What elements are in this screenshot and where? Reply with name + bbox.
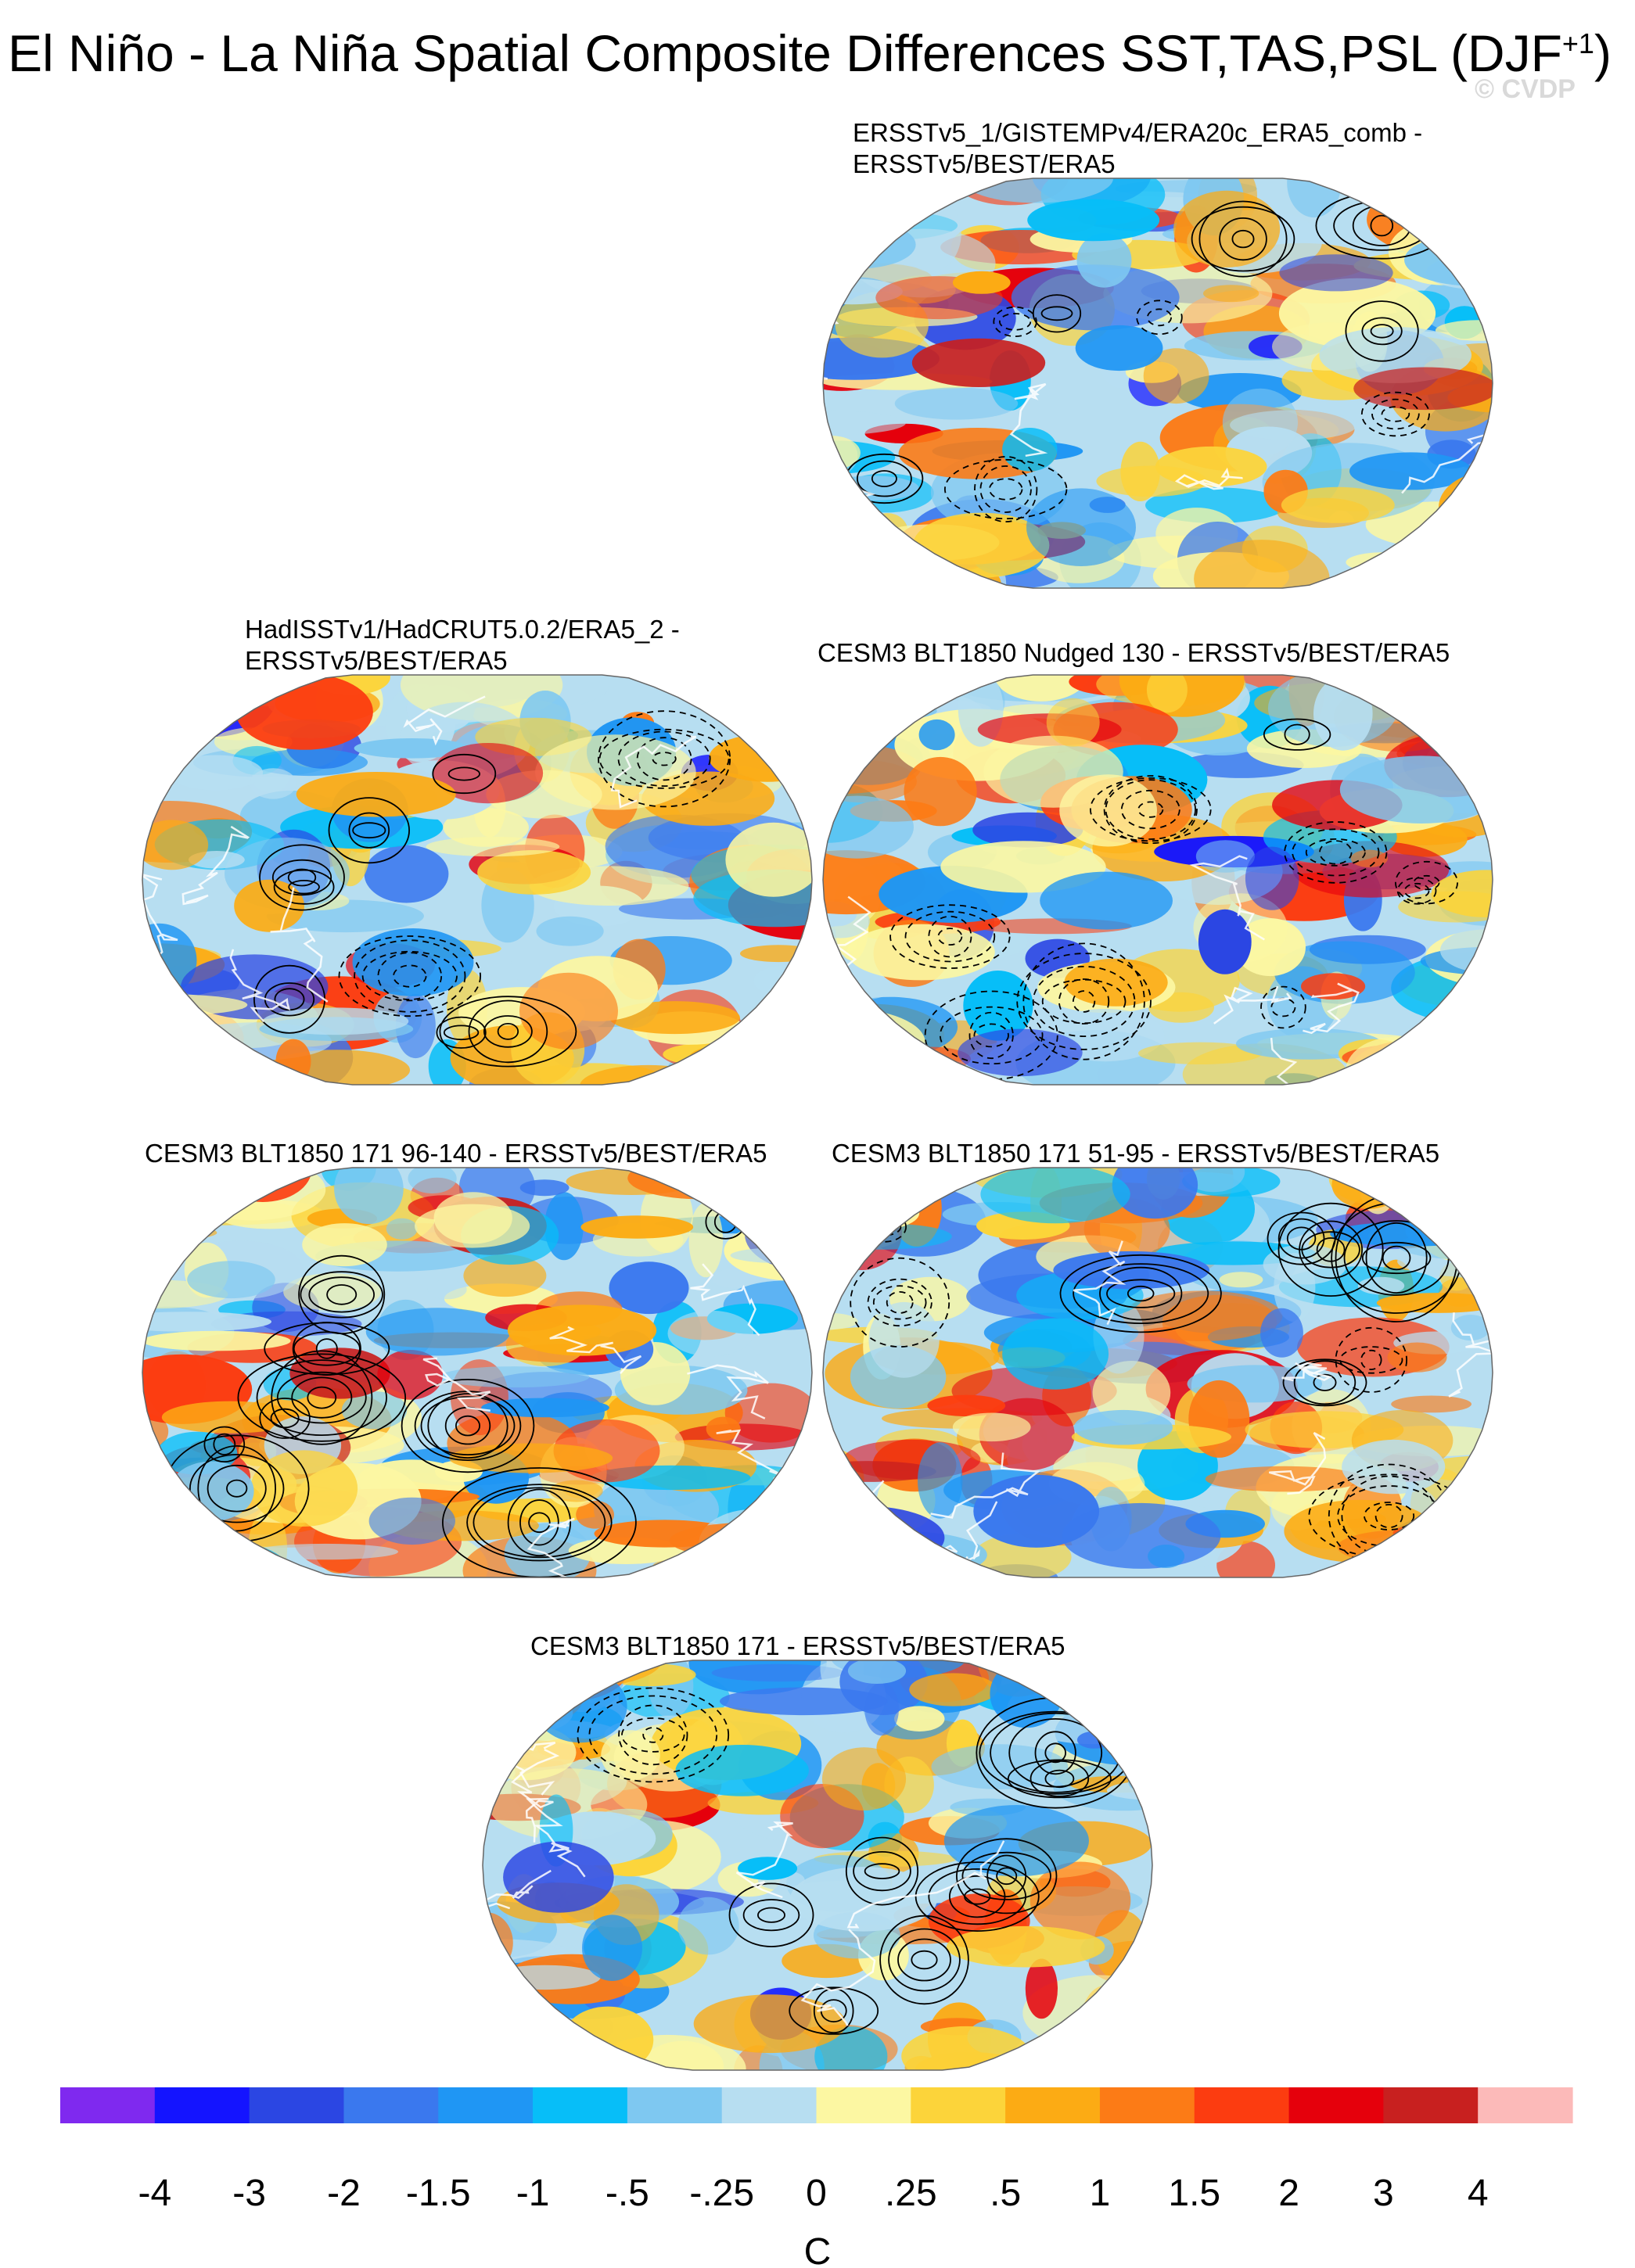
colorbar-tick-label: 2 (1278, 2173, 1299, 2214)
colorbar-tick-label: -1.5 (406, 2173, 471, 2214)
colorbar-box-13 (1288, 2087, 1384, 2123)
colorbar-box-10 (1005, 2087, 1101, 2123)
colorbar-tick-label: -.25 (689, 2173, 754, 2214)
map-panel-6 (482, 1660, 1153, 2071)
colorbar-box-2 (249, 2087, 345, 2123)
colorbar-box-8 (816, 2087, 911, 2123)
colorbar-box-1 (154, 2087, 250, 2123)
colorbar-tick-label: .25 (885, 2173, 937, 2214)
map-panel-1 (822, 178, 1493, 589)
colorbar-tick-label: 1 (1090, 2173, 1111, 2214)
colorbar-tick-label: -4 (138, 2173, 171, 2214)
colorbar-box-9 (911, 2087, 1006, 2123)
map-panel-3 (822, 674, 1493, 1086)
panel-title-5: CESM3 BLT1850 171 51-95 - ERSSTv5/BEST/E… (832, 1139, 1440, 1168)
colorbar-box-3 (343, 2087, 439, 2123)
colorbar-tick-label: 0 (806, 2173, 827, 2214)
map-panel-2 (142, 674, 813, 1086)
panel-title-3: CESM3 BLT1850 Nudged 130 - ERSSTv5/BEST/… (818, 638, 1450, 667)
colorbar-box-11 (1099, 2087, 1195, 2123)
map-panel-4 (142, 1167, 813, 1578)
colorbar-tick-label: -.5 (605, 2173, 649, 2214)
colorbar-tick-label: -1 (516, 2173, 550, 2214)
colorbar-tick-label: -3 (232, 2173, 266, 2214)
colorbar-box-7 (721, 2087, 818, 2123)
panel-title-2: HadISSTv1/HadCRUT5.0.2/ERA5_2 - ERSSTv5/B… (245, 615, 680, 675)
colorbar-box-5 (533, 2087, 628, 2123)
colorbar-unit: C (804, 2231, 832, 2268)
panel-title-4: CESM3 BLT1850 171 96-140 - ERSSTv5/BEST/… (145, 1139, 767, 1168)
colorbar-box-0 (60, 2087, 156, 2123)
panel-title-1: ERSSTv5_1/GISTEMPv4/ERA20c_ERA5_comb - ER… (853, 118, 1423, 178)
watermark: © CVDP (1475, 74, 1576, 104)
colorbar-box-15 (1478, 2087, 1573, 2123)
colorbar-box-14 (1383, 2087, 1479, 2123)
page-title: El Niño - La Niña Spatial Composite Diff… (8, 24, 1612, 82)
colorbar-box-6 (627, 2087, 723, 2123)
colorbar-tick-label: .5 (990, 2173, 1021, 2214)
colorbar-tick-label: -2 (327, 2173, 361, 2214)
colorbar-tick-label: 1.5 (1168, 2173, 1220, 2214)
colorbar-box-12 (1194, 2087, 1290, 2123)
colorbar-tick-label: 3 (1373, 2173, 1394, 2214)
colorbar-tick-label: 4 (1468, 2173, 1489, 2214)
map-panel-5 (822, 1167, 1493, 1578)
panel-title-6: CESM3 BLT1850 171 - ERSSTv5/BEST/ERA5 (530, 1631, 1065, 1660)
colorbar-box-4 (438, 2087, 534, 2123)
